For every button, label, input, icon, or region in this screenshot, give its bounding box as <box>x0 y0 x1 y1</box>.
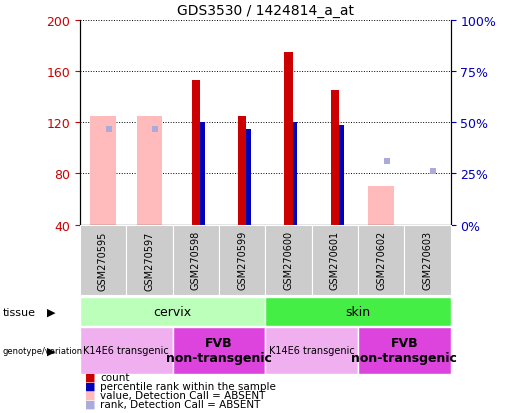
Text: value, Detection Call = ABSENT: value, Detection Call = ABSENT <box>100 390 266 400</box>
Bar <box>265 225 312 295</box>
Bar <box>358 225 404 295</box>
Title: GDS3530 / 1424814_a_at: GDS3530 / 1424814_a_at <box>177 4 354 18</box>
Text: ▶: ▶ <box>47 307 56 317</box>
Text: GSM270595: GSM270595 <box>98 230 108 290</box>
Text: count: count <box>100 372 130 382</box>
Text: FVB
non-transgenic: FVB non-transgenic <box>351 337 457 365</box>
Bar <box>404 225 451 295</box>
Bar <box>284 52 293 225</box>
Bar <box>90 116 116 225</box>
Bar <box>80 225 126 295</box>
Bar <box>200 123 204 225</box>
Text: rank, Detection Call = ABSENT: rank, Detection Call = ABSENT <box>100 399 261 409</box>
Bar <box>368 187 394 225</box>
Text: ■: ■ <box>85 372 95 382</box>
Text: cervix: cervix <box>153 305 192 318</box>
Bar <box>246 129 251 225</box>
Text: GSM270599: GSM270599 <box>237 230 247 290</box>
Bar <box>265 297 451 326</box>
Bar <box>238 116 246 225</box>
Text: genotype/variation: genotype/variation <box>3 346 83 355</box>
Bar <box>339 126 344 225</box>
Bar <box>173 225 219 295</box>
Bar <box>293 123 297 225</box>
Text: ■: ■ <box>85 390 95 400</box>
Text: GSM270601: GSM270601 <box>330 231 340 290</box>
Text: GSM270600: GSM270600 <box>283 231 294 290</box>
Bar <box>80 328 173 374</box>
Text: K14E6 transgenic: K14E6 transgenic <box>269 346 354 356</box>
Bar <box>312 225 358 295</box>
Bar <box>80 297 265 326</box>
Bar <box>126 225 173 295</box>
Bar <box>331 91 339 225</box>
Text: tissue: tissue <box>3 307 36 317</box>
Bar <box>136 116 162 225</box>
Text: GSM270602: GSM270602 <box>376 230 386 290</box>
Text: ■: ■ <box>85 381 95 391</box>
Text: K14E6 transgenic: K14E6 transgenic <box>83 346 169 356</box>
Text: skin: skin <box>346 305 370 318</box>
Bar <box>358 328 451 374</box>
Bar <box>173 328 265 374</box>
Text: ■: ■ <box>85 399 95 409</box>
Text: GSM270597: GSM270597 <box>144 230 154 290</box>
Text: FVB
non-transgenic: FVB non-transgenic <box>166 337 272 365</box>
Bar <box>265 328 358 374</box>
Text: ▶: ▶ <box>47 346 56 356</box>
Bar <box>192 81 200 225</box>
Text: GSM270603: GSM270603 <box>422 231 433 290</box>
Bar <box>219 225 265 295</box>
Text: percentile rank within the sample: percentile rank within the sample <box>100 381 277 391</box>
Text: GSM270598: GSM270598 <box>191 230 201 290</box>
